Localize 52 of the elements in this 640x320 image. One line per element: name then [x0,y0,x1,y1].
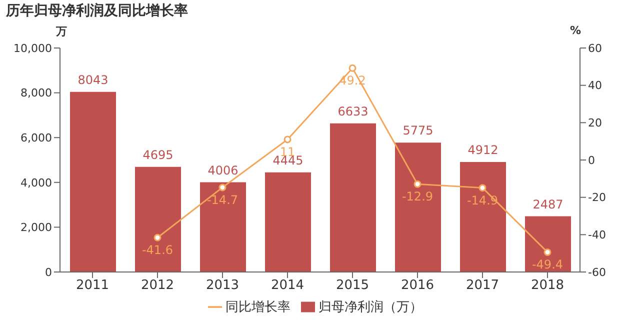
x-tick-label: 2017 [466,278,500,294]
point [478,184,486,192]
y2-axis-title: % [570,24,582,37]
y2-tick-label: 20 [588,116,602,130]
data-label: 2487 [532,197,564,212]
data-label: 5775 [402,124,434,138]
x-tick-label: 2015 [336,278,370,294]
data-label: -12.9 [402,190,434,204]
data-label: 4695 [142,148,174,162]
bar [200,182,246,272]
point [154,234,162,242]
bar [525,216,571,272]
y2-tick-label: -40 [588,228,606,242]
x-tick-label: 2014 [270,278,304,294]
data-label: 4912 [468,142,498,157]
bar [70,92,116,272]
bar [395,142,441,272]
chart-title: 历年归母净利润及同比增长率 [6,2,188,20]
y2-tick-label: 0 [588,154,595,167]
bar [460,162,506,272]
y-tick-label: 4,000 [20,176,52,190]
data-label: 4006 [208,163,238,178]
y2-tick-label: 40 [588,79,602,92]
x-tick-label: 2016 [400,278,434,294]
y2-tick-label: -60 [588,266,606,279]
x-tick-label: 2012 [140,278,174,294]
data-label: 8043 [78,72,108,87]
y2-tick-label: 60 [588,42,602,55]
x-tick-label: 2018 [530,278,564,294]
data-label: -14.7 [206,192,238,207]
legend-label: 归母净利润（万） [318,300,422,315]
legend-label: 同比增长率 [226,300,290,315]
data-label: -49.4 [532,258,564,272]
bar [135,166,181,272]
point [544,248,552,256]
point [218,184,226,192]
point [284,136,292,144]
point [414,180,422,188]
y-tick-label: 8,000 [20,86,52,100]
y2-tick-label: -20 [588,191,606,204]
y-tick-label: 0 [45,266,52,279]
y-tick-label: 10,000 [14,42,52,55]
point [348,64,356,72]
x-tick-label: 2011 [76,278,110,294]
bar [330,123,376,272]
y-tick-label: 2,000 [20,221,52,234]
data-label: 6633 [338,104,368,118]
y-axis-title: 万 [56,24,67,39]
x-tick-label: 2013 [206,278,240,294]
data-label: -41.6 [142,243,174,258]
y-tick-label: 6,000 [20,132,52,145]
bar [265,172,311,272]
